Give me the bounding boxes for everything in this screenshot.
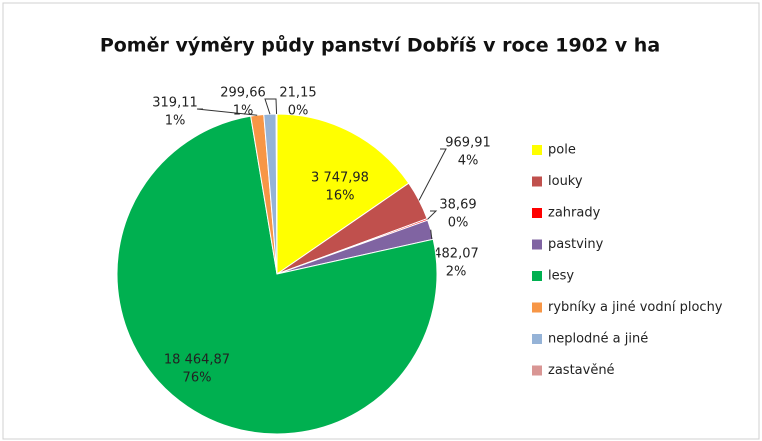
leader-line — [196, 108, 258, 116]
value-label: 38,69 — [439, 198, 476, 213]
leader-line — [264, 98, 271, 115]
leader-line — [427, 210, 438, 220]
percent-label: 0% — [288, 104, 309, 119]
value-label: 18 464,87 — [164, 353, 230, 368]
legend-label: pole — [548, 143, 576, 158]
value-label: 3 747,98 — [311, 171, 369, 186]
chart-title: Poměr výměry půdy panství Dobříš v roce … — [100, 34, 660, 57]
value-label: 299,66 — [220, 86, 266, 101]
legend-label: neplodné a jiné — [548, 332, 648, 347]
legend-label: louky — [548, 174, 583, 189]
legend-label: zastavěné — [548, 363, 615, 378]
percent-label: 16% — [326, 189, 355, 204]
percent-label: 1% — [233, 104, 254, 119]
percent-label: 0% — [448, 216, 469, 231]
percent-label: 2% — [446, 265, 467, 280]
value-label: 21,15 — [279, 86, 316, 101]
legend-swatch — [532, 271, 542, 281]
leader-line — [418, 148, 447, 201]
value-label: 319,11 — [152, 96, 198, 111]
legend-swatch — [532, 145, 542, 155]
legend-label: rybníky a jiné vodní plochy — [548, 300, 723, 315]
percent-label: 1% — [165, 114, 186, 129]
pie-slice — [116, 115, 438, 435]
legend-swatch — [532, 365, 542, 376]
legend-label: pastviny — [548, 237, 604, 252]
pie-slice — [276, 113, 410, 275]
legend-swatch — [532, 208, 542, 218]
value-label: 969,91 — [445, 136, 491, 151]
percent-label: 4% — [458, 154, 479, 169]
legend-label: lesy — [548, 269, 574, 284]
legend-swatch — [532, 334, 542, 344]
legend-swatch — [532, 302, 542, 313]
percent-label: 76% — [183, 371, 212, 386]
value-label: 482,07 — [433, 247, 479, 262]
legend-swatch — [532, 176, 542, 187]
legend-label: zahrady — [548, 206, 601, 221]
leader-line — [270, 98, 278, 115]
legend-swatch — [532, 239, 542, 250]
